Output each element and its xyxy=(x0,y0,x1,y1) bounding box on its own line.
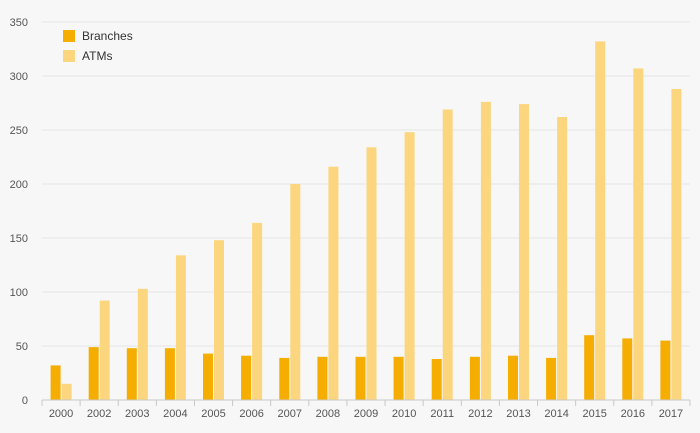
x-tick-label: 2002 xyxy=(87,408,111,420)
bar-branches-2002 xyxy=(88,347,99,400)
bar-branches-2012 xyxy=(469,356,480,400)
x-tick-label: 2010 xyxy=(392,408,416,420)
x-tick-label: 2014 xyxy=(544,408,568,420)
bars xyxy=(50,41,682,401)
legend-label-atms: ATMs xyxy=(82,49,112,63)
bar-branches-2006 xyxy=(241,355,252,400)
bar-atms-2006 xyxy=(252,222,263,400)
bar-atms-2011 xyxy=(442,109,453,400)
bar-atms-2003 xyxy=(137,288,148,400)
x-tick-label: 2012 xyxy=(468,408,492,420)
bar-atms-2005 xyxy=(214,240,224,400)
y-tick-label: 150 xyxy=(10,233,28,245)
bar-branches-2010 xyxy=(393,356,404,400)
bar-atms-2008 xyxy=(328,166,339,400)
y-tick-label: 50 xyxy=(16,341,28,353)
y-tick-label: 350 xyxy=(10,17,28,29)
y-tick-label: 0 xyxy=(22,395,28,407)
x-tick-label: 2006 xyxy=(239,408,263,420)
y-tick-label: 300 xyxy=(10,71,28,83)
y-tick-label: 250 xyxy=(10,125,28,137)
x-tick-label: 2005 xyxy=(201,408,225,420)
bar-atms-2010 xyxy=(404,132,415,400)
x-tick-label: 2004 xyxy=(163,408,187,420)
x-tick-label: 2009 xyxy=(354,408,378,420)
bar-atms-2016 xyxy=(633,68,644,401)
bar-atms-2007 xyxy=(290,184,301,400)
bar-atms-2002 xyxy=(99,300,110,400)
bar-atms-2000 xyxy=(61,383,72,400)
bar-atms-2009 xyxy=(366,147,377,400)
bar-branches-2015 xyxy=(584,335,595,400)
bar-branches-2014 xyxy=(546,357,557,400)
x-tick-label: 2000 xyxy=(49,408,73,420)
bar-branches-2005 xyxy=(203,353,213,400)
x-tick-label: 2008 xyxy=(316,408,340,420)
bar-atms-2012 xyxy=(480,101,491,401)
y-tick-label: 200 xyxy=(10,179,28,191)
bar-branches-2017 xyxy=(660,340,671,400)
y-tick-label: 100 xyxy=(10,287,28,299)
bar-atms-2013 xyxy=(519,104,529,400)
bar-atms-2017 xyxy=(671,89,682,400)
bar-branches-2008 xyxy=(317,356,328,400)
grid-lines xyxy=(42,21,690,347)
axes: 0 50 100 150 200 250 300 350 2000 2002 2003 2004 200… xyxy=(10,17,691,420)
x-tick-label: 2017 xyxy=(659,408,683,420)
bar-atms-2004 xyxy=(175,255,186,400)
x-tick-label: 2016 xyxy=(621,408,645,420)
legend: Branches ATMs xyxy=(63,29,133,63)
bar-atms-2014 xyxy=(557,117,568,400)
legend-swatch-atms xyxy=(63,50,75,62)
x-tick-label: 2003 xyxy=(125,408,149,420)
bar-branches-2004 xyxy=(164,348,175,400)
x-tick-label: 2013 xyxy=(506,408,530,420)
x-tick-label: 2007 xyxy=(278,408,302,420)
bar-branches-2007 xyxy=(279,357,290,400)
bar-branches-2003 xyxy=(126,348,137,400)
legend-label-branches: Branches xyxy=(82,29,133,43)
x-tick-label: 2011 xyxy=(430,408,454,420)
bar-branches-2009 xyxy=(355,356,366,400)
bar-atms-2015 xyxy=(595,41,606,401)
bar-branches-2013 xyxy=(508,355,518,400)
legend-swatch-branches xyxy=(63,30,75,42)
bar-branches-2000 xyxy=(50,365,61,400)
x-tick-label: 2015 xyxy=(582,408,606,420)
bar-branches-2016 xyxy=(622,338,633,400)
bar-branches-2011 xyxy=(431,359,442,400)
